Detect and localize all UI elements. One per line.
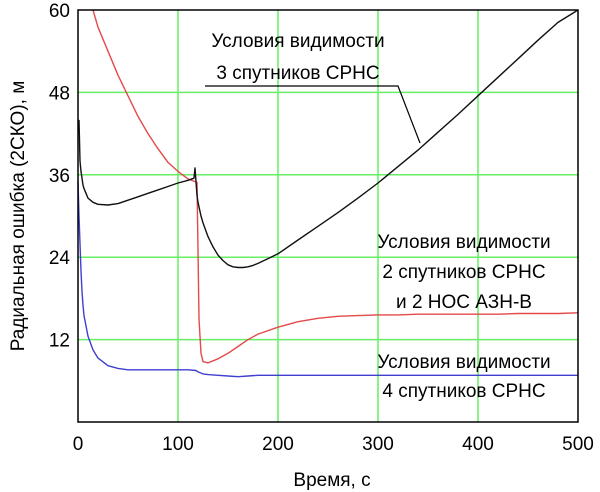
annotation-2-satellites: Условия видимости 2 спутников СРНС и 2 Н… xyxy=(377,232,550,313)
annotation-4-line-1: Условия видимости xyxy=(377,352,550,373)
annotation-4-line-2: 4 спутников СРНС xyxy=(382,381,545,402)
annotation-3-line-1: Условия видимости xyxy=(211,31,384,52)
annotation-4-satellites: Условия видимости 4 спутников СРНС xyxy=(377,352,550,402)
x-tick-label: 0 xyxy=(73,434,84,455)
plot-frame xyxy=(77,9,579,423)
ticks: 0 100 200 300 400 500 12 24 36 48 60 xyxy=(49,1,594,455)
x-tick-label: 500 xyxy=(562,434,594,455)
x-tick-label: 200 xyxy=(262,434,294,455)
y-tick-label: 48 xyxy=(49,83,70,104)
y-tick-label: 36 xyxy=(49,166,70,187)
annotation-2-line-3: и 2 НОС АЗН-В xyxy=(396,292,532,313)
annotation-2-line-2: 2 спутников СРНС xyxy=(382,262,545,283)
series-line-black xyxy=(78,9,579,269)
series-line-red xyxy=(92,9,579,364)
y-tick-label: 12 xyxy=(49,331,70,352)
x-tick-label: 400 xyxy=(462,434,494,455)
annotation-2-line-1: Условия видимости xyxy=(377,232,550,253)
y-tick-label: 24 xyxy=(49,248,71,269)
x-axis-title: Время, с xyxy=(293,470,370,491)
annotation-3-satellites: Условия видимости 3 спутников СРНС xyxy=(205,31,421,144)
series-group xyxy=(77,9,579,378)
x-tick-label: 100 xyxy=(162,434,194,455)
series-line-blue xyxy=(77,181,578,378)
y-tick-label: 60 xyxy=(49,1,70,22)
grid xyxy=(78,10,578,422)
annotation-3-leader-line xyxy=(205,85,421,144)
annotation-3-line-2: 3 спутников СРНС xyxy=(216,63,379,84)
y-axis-title: Радиальная ошибка (2СКО), м xyxy=(8,81,29,352)
x-tick-label: 300 xyxy=(362,434,394,455)
